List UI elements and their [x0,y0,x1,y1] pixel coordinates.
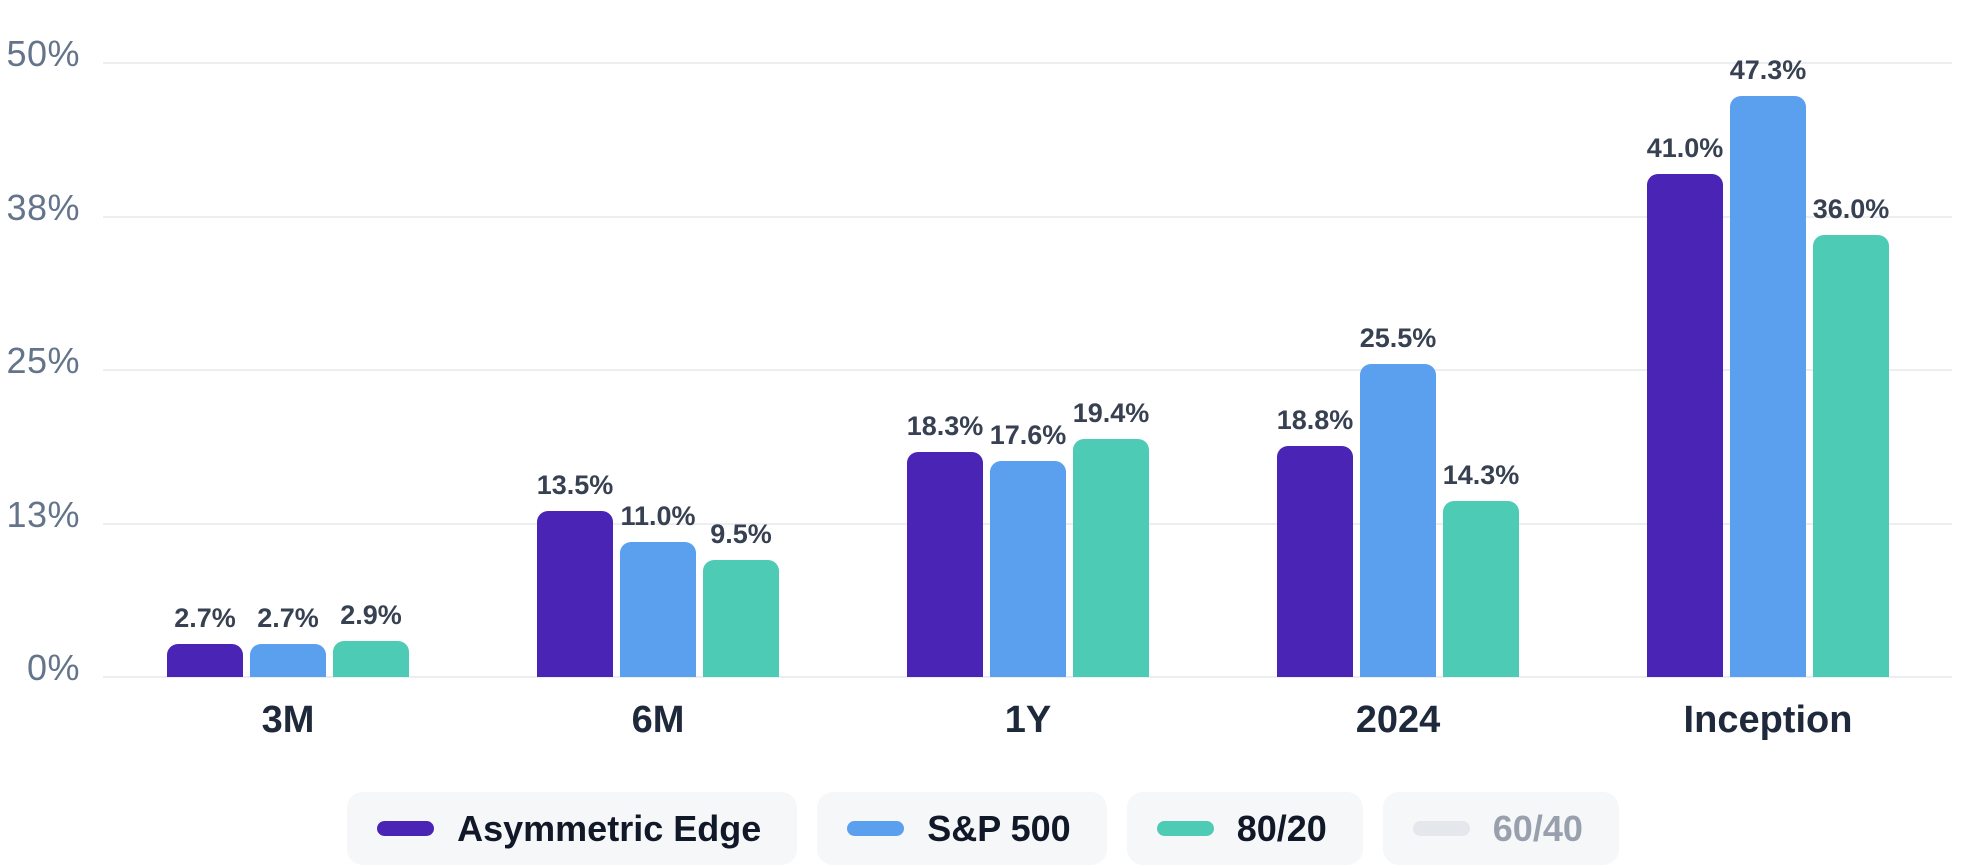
x-axis-category-label-6m: 6M [631,699,685,741]
legend-item-asymmetric-edge[interactable]: Asymmetric Edge [347,792,798,865]
bar-value-label: 2.7% [257,602,319,633]
legend-swatch-s-p-500 [847,821,905,836]
gridline [103,215,1952,218]
bar-80-20-6m[interactable] [703,560,779,677]
legend-item-60-40[interactable]: 60/40 [1382,792,1619,865]
chart-legend: Asymmetric Edge S&P 500 80/20 60/40 [0,792,1966,865]
bar-value-label: 25.5% [1359,322,1437,353]
gridline [103,62,1952,64]
bar-value-label: 18.3% [906,411,984,442]
bar-asymmetric-edge-6m[interactable] [537,511,613,677]
bar-asymmetric-edge-1y[interactable] [907,452,983,677]
bar-value-label: 11.0% [620,500,696,531]
bar-value-label: 36.0% [1812,193,1890,224]
bar-value-label: 13.5% [536,470,614,501]
bar-s-p-500-2024[interactable] [1360,363,1436,677]
bar-value-label: 41.0% [1646,132,1724,163]
bar-value-label: 47.3% [1729,55,1807,86]
y-axis-tick-label: 25% [6,340,80,381]
bar-s-p-500-6m[interactable] [620,541,696,677]
legend-swatch-asymmetric-edge [377,821,435,836]
x-axis-category-label-1y: 1Y [1004,699,1052,741]
y-axis-tick-label: 13% [6,493,80,535]
x-axis-category-label-inception: Inception [1683,699,1853,741]
bar-80-20-inception[interactable] [1813,234,1889,677]
bar-value-label: 9.5% [710,519,772,550]
legend-swatch-60-40 [1412,821,1470,836]
bar-s-p-500-3m[interactable] [250,643,326,677]
gridline [103,369,1952,371]
gridline [103,676,1952,678]
bar-asymmetric-edge-2024[interactable] [1277,446,1353,677]
bar-s-p-500-1y[interactable] [990,460,1066,677]
bar-asymmetric-edge-inception[interactable] [1647,173,1723,677]
bar-asymmetric-edge-3m[interactable] [167,643,243,677]
y-axis-tick-label: 50% [6,33,80,74]
bar-value-label: 2.9% [340,600,402,631]
bar-value-label: 14.3% [1442,460,1520,491]
y-axis-tick-label: 0% [26,647,80,688]
bar-value-label: 17.6% [989,419,1067,450]
bar-80-20-3m[interactable] [333,641,409,677]
bar-value-label: 2.7% [174,602,236,633]
bar-value-label: 18.8% [1276,405,1354,436]
legend-item-s-p-500[interactable]: S&P 500 [817,792,1107,865]
legend-label: Asymmetric Edge [457,807,762,849]
legend-label: S&P 500 [927,807,1071,849]
legend-label: 60/40 [1492,807,1583,849]
x-axis-category-label-2024: 2024 [1355,699,1441,741]
legend-swatch-80-20 [1156,821,1214,836]
bar-s-p-500-inception[interactable] [1730,96,1806,677]
bar-80-20-1y[interactable] [1073,438,1149,677]
legend-label: 80/20 [1236,807,1327,849]
x-axis-category-label-3m: 3M [261,699,315,741]
bar-value-label: 19.4% [1072,397,1150,428]
bar-80-20-2024[interactable] [1443,501,1519,677]
legend-item-80-20[interactable]: 80/20 [1126,792,1363,865]
y-axis-tick-label: 38% [6,186,80,228]
